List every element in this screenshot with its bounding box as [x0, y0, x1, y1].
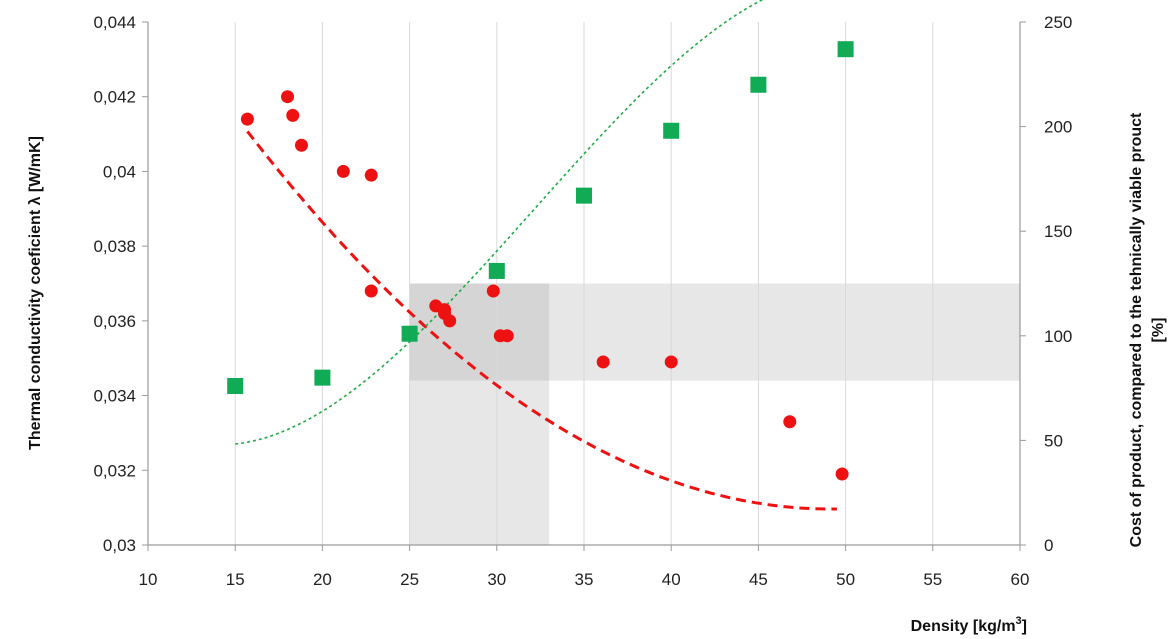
x-tick-label: 50: [836, 570, 855, 589]
x-tick-label: 55: [923, 570, 942, 589]
point-series1-3: [488, 262, 505, 279]
point-series1-2: [401, 325, 418, 342]
point-series0-11: [486, 284, 500, 298]
point-series0-10: [437, 303, 451, 317]
y-left-tick-label: 0,042: [93, 88, 136, 107]
y-left-tick-label: 0,038: [93, 237, 136, 256]
point-series0-6: [364, 284, 378, 298]
y-left-tick-label: 0,044: [93, 13, 136, 32]
x-tick-label: 45: [749, 570, 768, 589]
point-series0-1: [281, 90, 295, 104]
y-right-tick-label: 0: [1044, 536, 1053, 555]
point-series0-5: [364, 168, 378, 182]
x-axis-title: Density [kg/m3]: [911, 615, 1027, 635]
point-series0-2: [286, 108, 300, 122]
trendline-1: [235, 0, 764, 445]
point-series0-13: [500, 329, 514, 343]
tick-labels: 10 15 20 25 30 35 40 45 50 55 60 0,03 0,032 0,034 0,03…: [93, 13, 1072, 589]
x-tick-label: 10: [139, 570, 158, 589]
trendline-0: [246, 130, 837, 511]
point-series0-3: [294, 138, 308, 152]
y-right-tick-label: 250: [1044, 13, 1072, 32]
shaded-region-0: [409, 283, 550, 545]
y-left-tick-label: 0,032: [93, 461, 136, 480]
x-tick-label: 40: [662, 570, 681, 589]
y-right-tick-label: 200: [1044, 118, 1072, 137]
y-left-tick-label: 0,03: [103, 536, 136, 555]
trendlines: [235, 0, 837, 511]
y-right-tick-label: 100: [1044, 327, 1072, 346]
point-series0-17: [835, 467, 849, 481]
y-right-tick-label: 150: [1044, 222, 1072, 241]
point-series1-5: [663, 122, 680, 139]
x-tick-label: 60: [1011, 570, 1030, 589]
y-left-axis-title: Thermal conductivity coeficient λ [W/mK]: [27, 136, 44, 450]
point-series1-6: [750, 76, 767, 93]
point-series1-7: [837, 41, 854, 58]
point-series0-14: [596, 355, 610, 369]
y-left-tick-label: 0,034: [93, 387, 136, 406]
point-series1-1: [314, 369, 331, 386]
y-left-tick-label: 0,04: [103, 162, 136, 181]
x-tick-label: 35: [575, 570, 594, 589]
x-tick-label: 20: [313, 570, 332, 589]
axes: [142, 21, 1026, 551]
x-tick-label: 15: [226, 570, 245, 589]
point-series0-16: [783, 415, 797, 429]
point-series0-0: [240, 112, 254, 126]
x-tick-label: 30: [487, 570, 506, 589]
point-series1-0: [227, 378, 244, 395]
point-series0-9: [443, 314, 457, 328]
point-series1-4: [576, 187, 592, 204]
shaded-regions: [409, 283, 1021, 545]
point-series0-4: [336, 164, 350, 178]
data-points: [227, 41, 854, 481]
x-tick-label: 25: [400, 570, 419, 589]
gridlines: [234, 22, 934, 545]
y-right-axis-title-line2: [%]: [1150, 318, 1167, 343]
y-left-tick-label: 0,036: [93, 312, 136, 331]
y-right-tick-label: 50: [1044, 431, 1063, 450]
y-right-axis-title-line1: Cost of product, compared to the tehnica…: [1128, 112, 1145, 547]
point-series0-15: [664, 355, 678, 369]
